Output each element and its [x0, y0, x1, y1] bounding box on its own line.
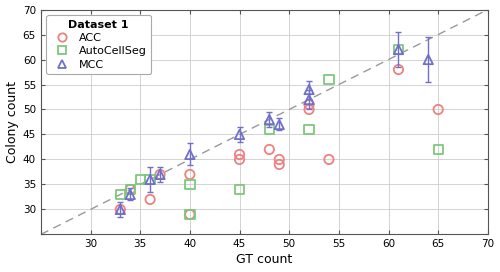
Point [325, 157, 333, 162]
Point [276, 162, 283, 167]
Point [305, 97, 313, 102]
Point [186, 212, 194, 217]
Point [394, 47, 402, 52]
Point [186, 212, 194, 217]
Point [186, 182, 194, 187]
Point [394, 67, 402, 72]
Point [276, 157, 283, 162]
Y-axis label: Colony count: Colony count [6, 81, 18, 163]
Point [126, 187, 134, 191]
Point [305, 127, 313, 132]
Point [266, 147, 274, 152]
Point [325, 77, 333, 82]
Point [434, 107, 442, 112]
Point [116, 207, 124, 212]
Point [146, 197, 154, 202]
Legend: ACC, AutoCellSeg, MCC: ACC, AutoCellSeg, MCC [46, 15, 151, 74]
Point [116, 207, 124, 212]
Point [236, 152, 244, 157]
Point [305, 102, 313, 107]
Point [236, 132, 244, 137]
Point [394, 47, 402, 52]
Point [236, 157, 244, 162]
Point [146, 177, 154, 182]
Point [126, 187, 134, 191]
Point [276, 122, 283, 127]
Point [156, 172, 164, 177]
Point [424, 57, 432, 62]
Point [136, 177, 144, 182]
Point [116, 192, 124, 197]
Point [266, 127, 274, 132]
Point [186, 152, 194, 157]
X-axis label: GT count: GT count [236, 254, 292, 267]
Point [236, 187, 244, 191]
Point [266, 117, 274, 122]
Point [305, 87, 313, 92]
Point [434, 147, 442, 152]
Point [305, 107, 313, 112]
Point [186, 172, 194, 177]
Point [126, 192, 134, 197]
Point [156, 172, 164, 177]
Point [146, 177, 154, 182]
